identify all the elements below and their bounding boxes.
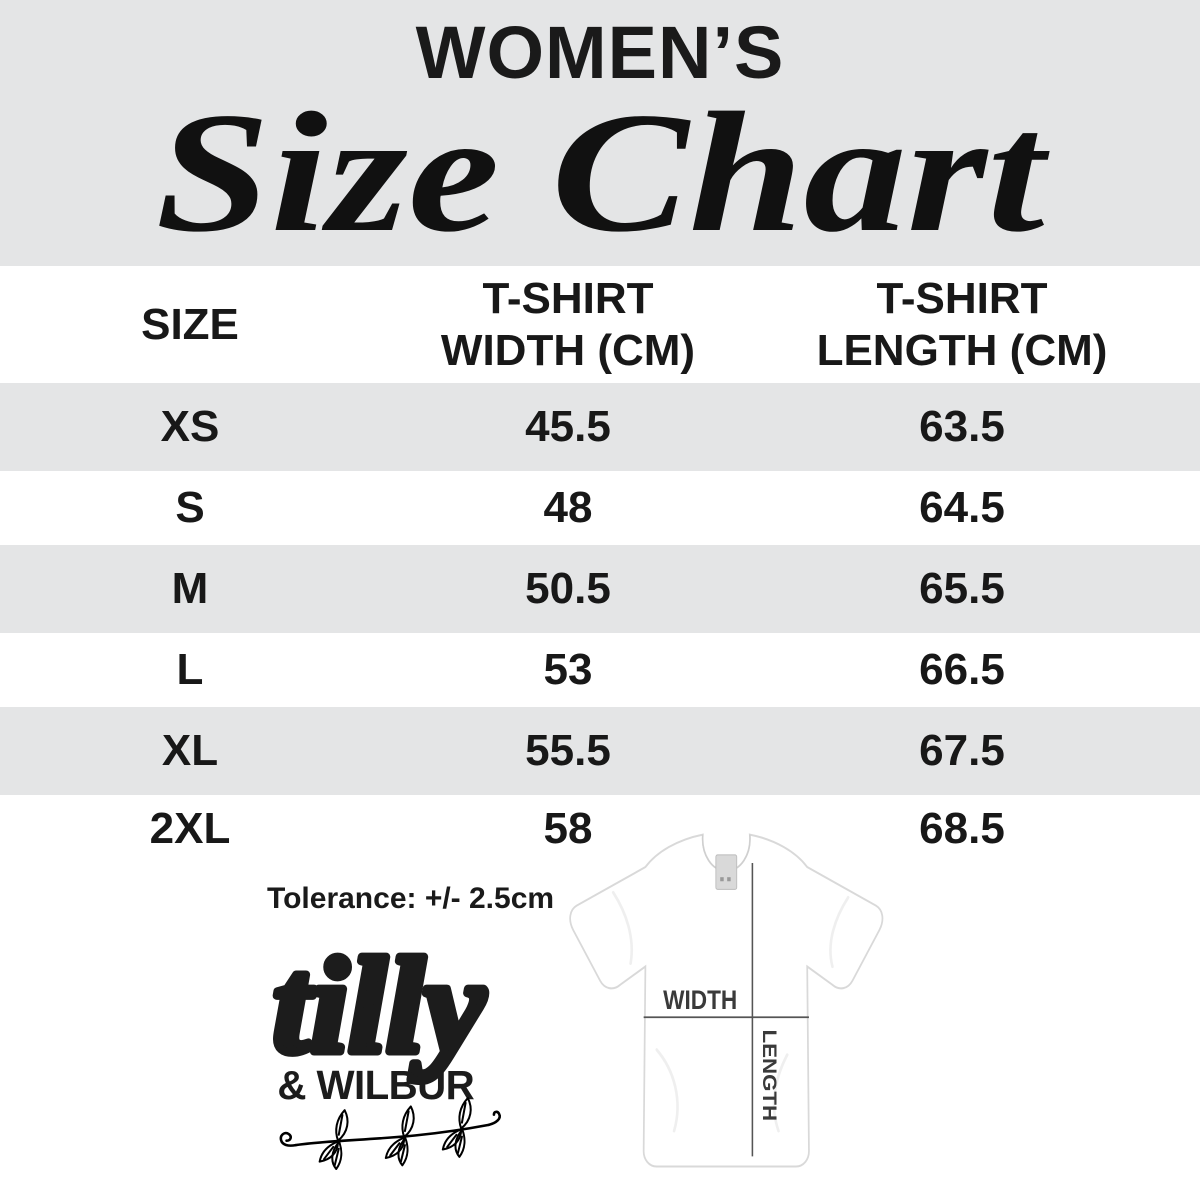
svg-text:WIDTH: WIDTH [663,987,737,1016]
svg-text:& WILBUR: & WILBUR [277,1062,474,1108]
svg-text:tilly: tilly [273,929,486,1081]
svg-text:LENGTH: LENGTH [758,1029,779,1121]
